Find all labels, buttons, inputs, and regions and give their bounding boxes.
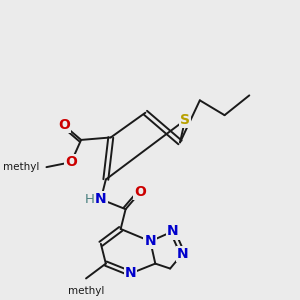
Text: N: N: [95, 192, 107, 206]
Text: N: N: [167, 224, 178, 239]
Text: H: H: [85, 193, 95, 206]
Text: methyl: methyl: [68, 286, 104, 296]
Text: methyl: methyl: [3, 162, 39, 172]
Text: N: N: [125, 266, 136, 280]
Text: O: O: [65, 155, 77, 169]
Text: O: O: [134, 185, 146, 199]
Text: S: S: [180, 113, 190, 127]
Text: O: O: [58, 118, 70, 132]
Text: N: N: [145, 234, 156, 248]
Text: N: N: [177, 247, 188, 261]
